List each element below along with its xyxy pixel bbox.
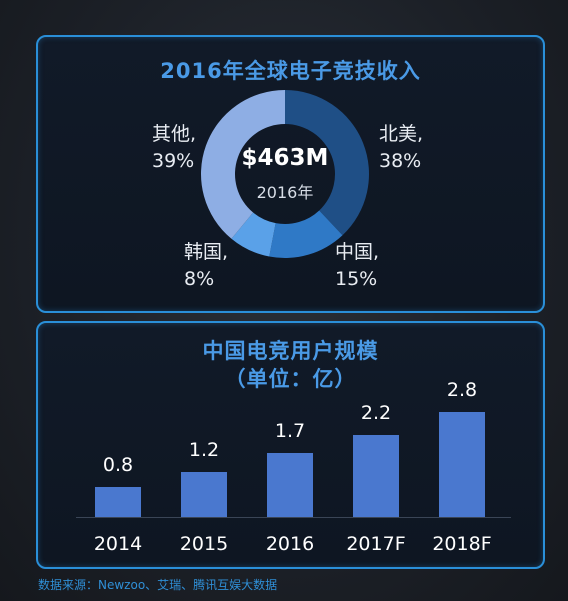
- donut-center: $463M 2016年: [200, 89, 370, 259]
- bar-2016: [267, 453, 313, 517]
- bar-category-label: 2016: [265, 533, 315, 555]
- bar-category-label: 2014: [93, 533, 143, 555]
- users-panel: 中国电竞用户规模 （单位：亿） 0.8 2014 1.2 2015 1.7 2016 2.2…: [36, 321, 545, 569]
- slice-percent: 15%: [335, 268, 378, 290]
- donut-center-year: 2016年: [256, 183, 314, 202]
- slice-label-korea: 韩国, 8%: [184, 239, 228, 293]
- donut-slice-china: [269, 210, 343, 258]
- bar-2014: [95, 487, 141, 517]
- bar-value-label: 1.7: [274, 420, 306, 443]
- donut-slice-north-america: [285, 90, 370, 236]
- data-source-note: 数据来源：Newzoo、艾瑞、腾讯互娱大数据: [38, 578, 278, 592]
- bar-value-label: 2.8: [446, 379, 478, 401]
- bar-subtitle: （单位：亿）: [224, 367, 357, 391]
- slice-percent: 39%: [152, 150, 195, 172]
- bar-category-label: 2017F: [346, 533, 406, 555]
- bar-2017F: [353, 434, 399, 517]
- bar-title: 中国电竞用户规模: [202, 339, 379, 363]
- revenue-panel: 2016年全球电子竞技收入 $463M 2016年 北美, 38% 中国, 15…: [36, 35, 545, 313]
- bar-axis-line: [76, 517, 511, 518]
- bar-category-label: 2015: [179, 533, 229, 555]
- users-bar-chart: 0.8 2014 1.2 2015 1.7 2016 2.2 2017F 2.8 2018F: [38, 323, 543, 567]
- slice-name: 韩国,: [184, 241, 229, 263]
- bar-value-label: 1.2: [188, 439, 220, 461]
- slice-label-north-america: 北美, 38%: [379, 121, 423, 175]
- slice-name: 中国,: [335, 241, 380, 263]
- bar-category-label: 2018F: [432, 533, 492, 555]
- bar-value-label: 2.2: [360, 401, 392, 424]
- donut-slice-other: [201, 90, 285, 239]
- slice-label-other: 其他, 39%: [152, 121, 196, 175]
- slice-name: 北美,: [379, 123, 424, 145]
- donut-center-value: $463M: [241, 145, 329, 171]
- bar-2018F: [439, 412, 485, 517]
- bar-2015: [181, 472, 227, 517]
- slice-percent: 8%: [184, 268, 215, 290]
- donut-title: 2016年全球电子竞技收入: [160, 59, 421, 83]
- slice-label-china: 中国, 15%: [335, 239, 379, 293]
- bar-value-label: 0.8: [102, 454, 134, 476]
- donut-slice-korea: [231, 212, 276, 257]
- revenue-donut-chart: [201, 90, 370, 258]
- slice-percent: 38%: [379, 150, 422, 172]
- slice-name: 其他,: [152, 123, 197, 145]
